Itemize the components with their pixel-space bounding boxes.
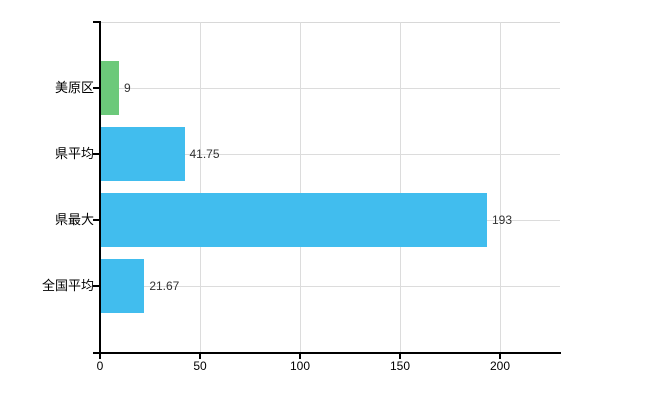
- y-axis-tick: [93, 153, 100, 155]
- bar-1: [101, 127, 185, 181]
- bar-value-label: 9: [124, 81, 131, 95]
- y-axis-tick: [93, 219, 100, 221]
- y-axis-tick: [93, 21, 100, 23]
- grid-line-horizontal: [100, 286, 560, 287]
- grid-line-vertical: [400, 22, 401, 352]
- x-tick-label: 200: [489, 359, 511, 373]
- bar-value-label: 193: [492, 213, 513, 227]
- x-axis-tick: [499, 352, 501, 359]
- category-label-0: 美原区: [54, 80, 94, 95]
- bar-2: [101, 193, 487, 247]
- bar-3: [101, 259, 145, 313]
- y-axis-tick: [93, 285, 100, 287]
- bar-0: [101, 61, 119, 115]
- bar-value-label: 41.75: [189, 147, 220, 161]
- grid-line-vertical: [500, 22, 501, 352]
- grid-line-vertical: [300, 22, 301, 352]
- x-axis-tick: [199, 352, 201, 359]
- plot-top-border: [100, 22, 560, 23]
- category-label-3: 全国平均: [41, 278, 94, 293]
- bar-value-label: 21.67: [149, 279, 180, 293]
- y-axis-tick: [93, 87, 100, 89]
- y-axis-line: [99, 21, 101, 354]
- x-tick-label: 50: [193, 359, 207, 373]
- grid-line-horizontal: [100, 88, 560, 89]
- category-label-2: 県最大: [54, 212, 94, 227]
- grid-line-vertical: [200, 22, 201, 352]
- x-tick-label: 150: [389, 359, 411, 373]
- x-axis-line: [93, 352, 561, 354]
- plot-area: 9 41.75 193 21.67: [100, 22, 560, 352]
- x-tick-label: 100: [289, 359, 311, 373]
- x-axis-tick: [99, 352, 101, 359]
- x-tick-label: 0: [96, 359, 104, 373]
- category-label-1: 県平均: [54, 146, 94, 161]
- x-axis-tick: [299, 352, 301, 359]
- x-axis-tick: [399, 352, 401, 359]
- grid-line-horizontal: [100, 154, 560, 155]
